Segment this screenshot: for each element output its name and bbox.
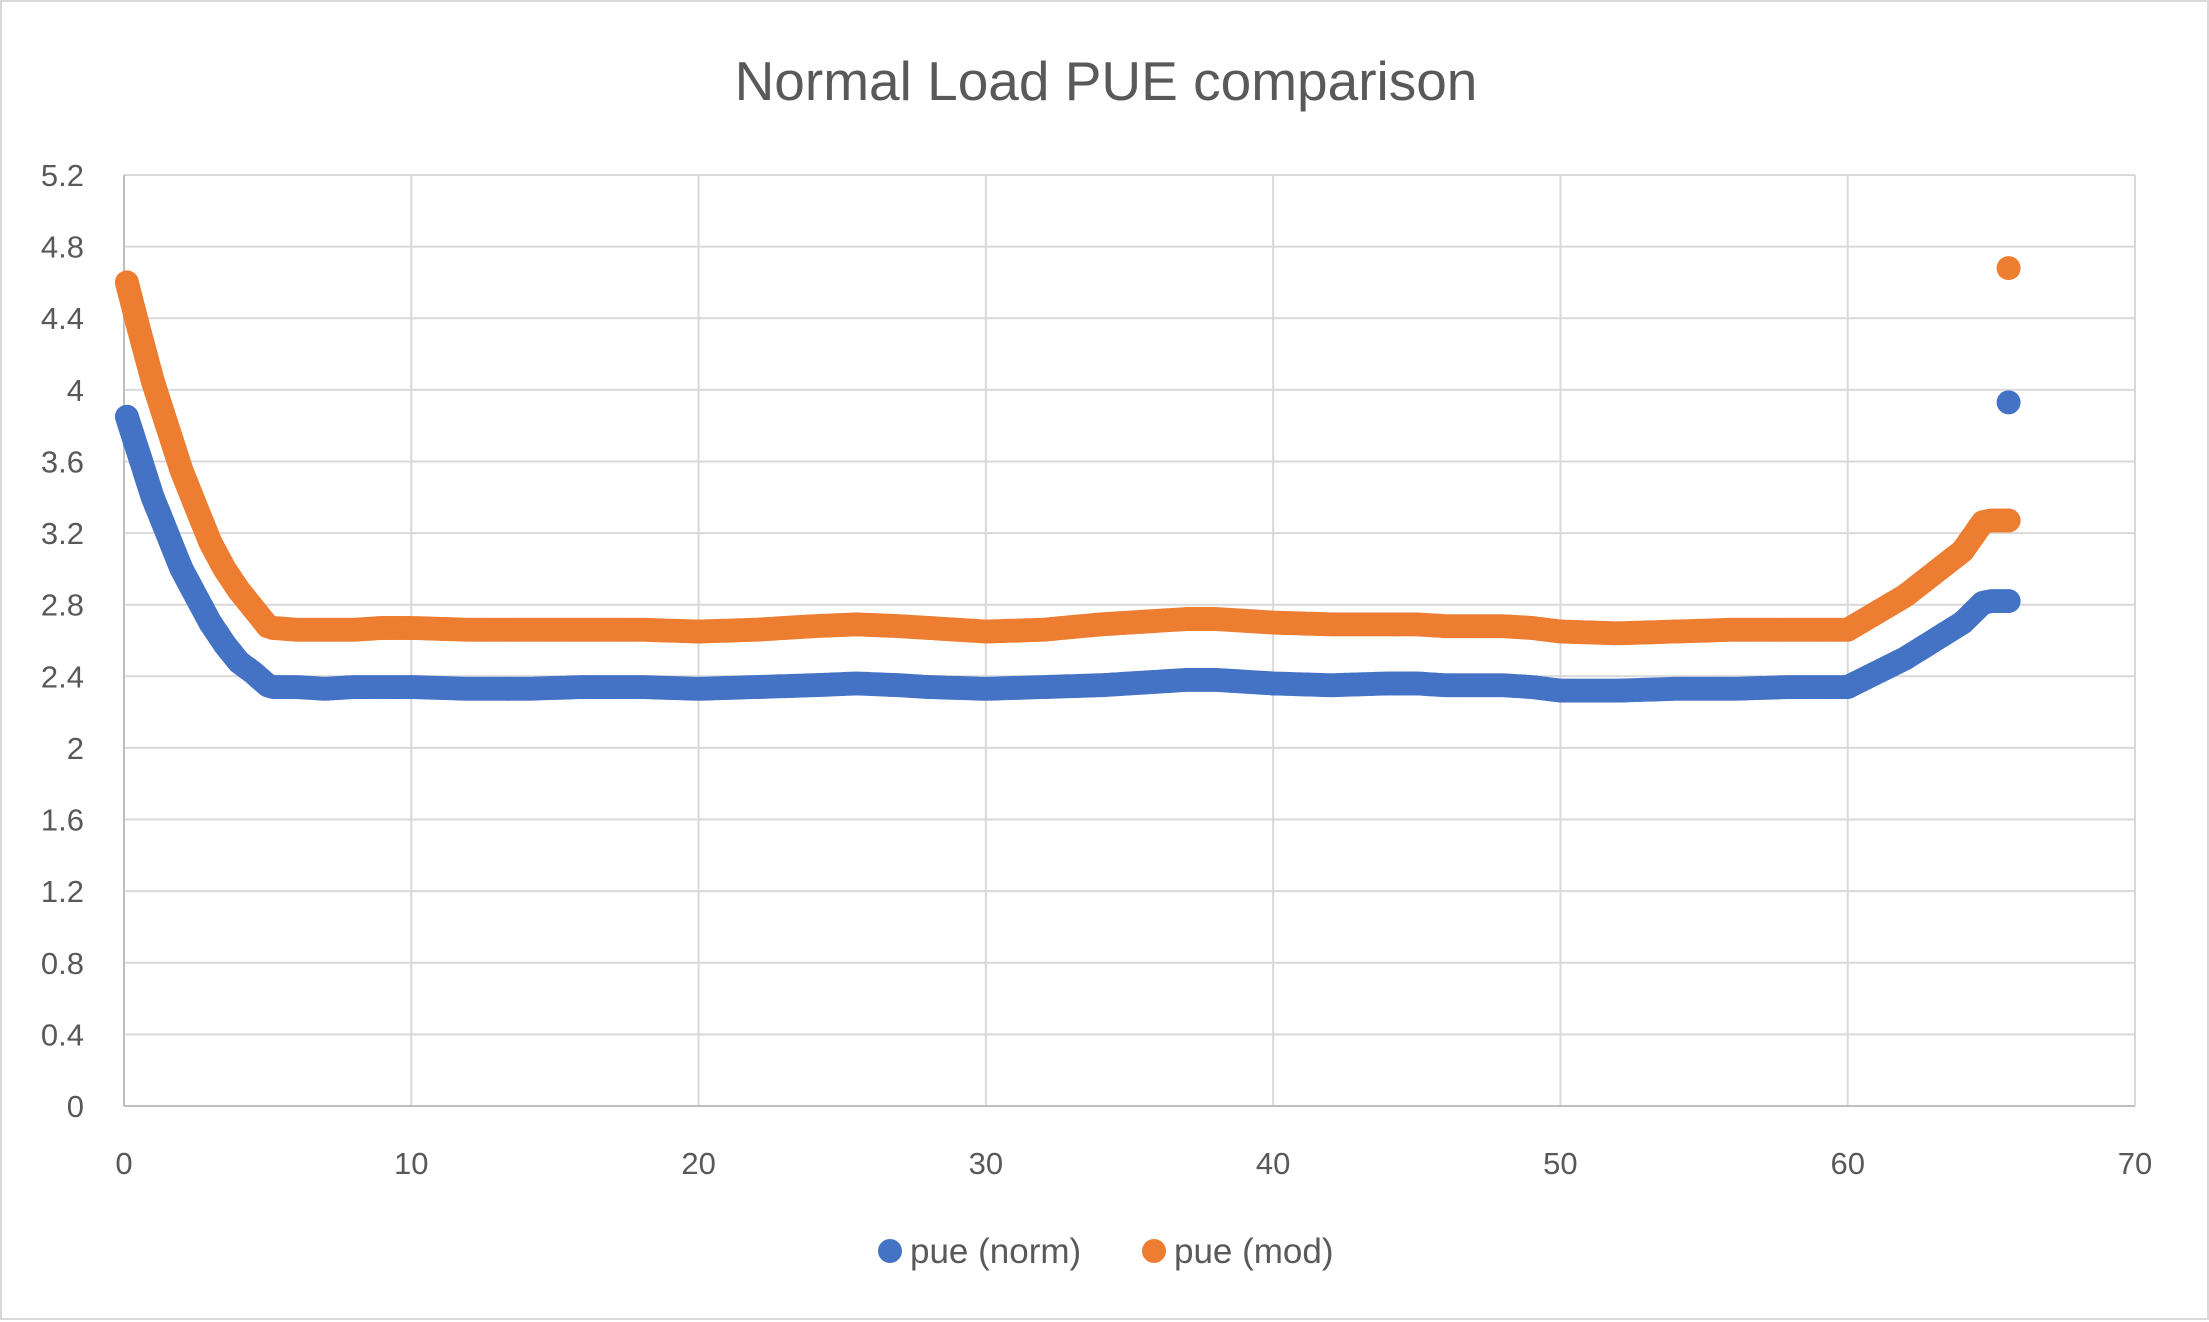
x-tick-label: 70 xyxy=(2118,1146,2152,1181)
y-tick-label: 3.6 xyxy=(41,444,84,479)
data-series xyxy=(114,256,2021,703)
y-tick-label: 2.8 xyxy=(41,588,84,623)
legend: pue (norm) pue (mod) xyxy=(878,1232,1334,1271)
y-tick-label: 0.8 xyxy=(41,946,84,981)
x-tick-label: 30 xyxy=(969,1146,1003,1181)
y-tick-label: 0.4 xyxy=(41,1017,84,1052)
y-tick-label: 1.2 xyxy=(41,874,84,909)
y-tick-label: 1.6 xyxy=(41,803,84,838)
y-tick-label: 4 xyxy=(67,373,84,408)
data-point xyxy=(1996,589,2021,614)
y-tick-label: 5.2 xyxy=(41,158,84,193)
axes: 0 0.4 0.8 1.2 1.6 2 2.4 2.8 3.2 3.6 4 4.4 4.8 5.2 0 10 2… xyxy=(41,158,2152,1181)
outlier-point xyxy=(1996,390,2021,415)
legend-label: pue (norm) xyxy=(910,1232,1081,1271)
x-tick-label: 10 xyxy=(394,1146,428,1181)
series-pue-mod xyxy=(114,270,2021,646)
x-tick-label: 20 xyxy=(681,1146,715,1181)
legend-marker xyxy=(878,1239,902,1263)
y-tick-label: 3.2 xyxy=(41,516,84,551)
outlier-point xyxy=(1996,256,2021,281)
x-tick-label: 60 xyxy=(1830,1146,1864,1181)
y-tick-label: 2.4 xyxy=(41,659,84,694)
y-tick-label: 2 xyxy=(67,731,84,766)
y-tick-label: 4.8 xyxy=(41,230,84,265)
legend-label: pue (mod) xyxy=(1174,1232,1334,1271)
chart-title: Normal Load PUE comparison xyxy=(735,50,1478,112)
y-tick-label: 0 xyxy=(67,1089,84,1124)
data-point xyxy=(1996,508,2021,533)
x-tick-label: 50 xyxy=(1543,1146,1577,1181)
legend-marker xyxy=(1142,1239,1166,1263)
series-pue-norm xyxy=(114,404,2021,703)
y-tick-label: 4.4 xyxy=(41,301,84,336)
x-tick-label: 40 xyxy=(1256,1146,1290,1181)
x-tick-label: 0 xyxy=(115,1146,132,1181)
